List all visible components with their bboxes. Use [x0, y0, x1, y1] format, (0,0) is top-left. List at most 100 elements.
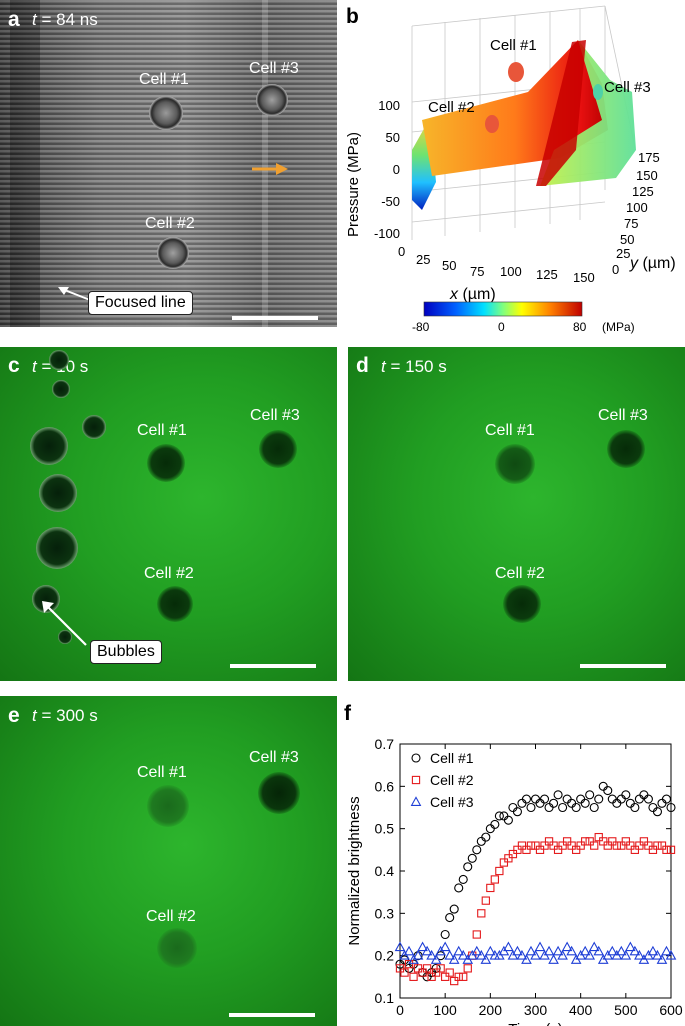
colorbar [423, 301, 583, 317]
panel-c-cell3-label: Cell #3 [250, 407, 300, 424]
panel-d-fluorescence: d t = 150 s Cell #1 Cell #3 Cell #2 [348, 347, 685, 681]
series-3-point [512, 945, 523, 956]
panel-a-time: t = 84 ns [32, 10, 98, 29]
panel-f-label: f [344, 702, 352, 725]
series-3-point [561, 941, 573, 952]
x-axis-label: x (µm) [449, 286, 496, 303]
x-tick: 150 [573, 270, 595, 285]
series-3-point [625, 941, 636, 952]
series-2-point [567, 841, 576, 850]
series-1-point [643, 794, 653, 804]
x-axis-label: Time (s) [508, 1021, 562, 1026]
panel-d-cell3 [607, 430, 645, 468]
series-3-point [421, 945, 433, 956]
panel-d-label: d [356, 354, 369, 377]
z-tick: 0 [393, 162, 400, 177]
series-2-point [535, 845, 545, 854]
panel-b-cell1-label: Cell #1 [490, 37, 537, 54]
series-1-point [409, 959, 419, 969]
z-tick: 50 [386, 130, 400, 145]
series-3-point [453, 945, 465, 956]
panel-e-cell1 [147, 785, 189, 827]
panel-f-chart: f 0 100 200 300 400 500 600 0.1 0.2 0.3 0.4 0.5 0.6 0… [340, 696, 685, 1026]
panel-a-micrograph: a t = 84 ns Cell #1 Cell #3 Cell #2 Focu… [0, 0, 337, 327]
series-3-point [656, 954, 668, 964]
series-1-point [494, 811, 504, 821]
x-tick-label: 200 [479, 1002, 503, 1018]
peak-cell3 [593, 84, 603, 100]
y-tick-label: 0.1 [375, 990, 395, 1006]
series-2-point [540, 841, 549, 850]
series-3-point [457, 949, 469, 960]
series-2-point [472, 930, 481, 939]
series-2-point [395, 964, 405, 973]
series-3-point [521, 954, 532, 964]
series-2-point [522, 845, 531, 854]
series-3-point [557, 949, 568, 960]
series-2-point [409, 972, 418, 981]
series-1-point [404, 963, 414, 973]
chart-axes: 0 100 200 300 400 500 600 0.1 0.2 0.3 0.4 0.5 0.6 0.7… [346, 736, 683, 1026]
series-2-point [635, 841, 644, 850]
series-2-point [427, 972, 436, 981]
x-tick-label: 500 [614, 1002, 638, 1018]
series-1-point [481, 832, 491, 842]
series-3-point [480, 954, 492, 964]
series-1-point [576, 794, 586, 804]
peak-cell1 [508, 62, 524, 82]
chart-legend: Cell #1 Cell #2 Cell #3 [410, 750, 474, 810]
panel-e-scale-bar [229, 1013, 315, 1017]
colorbar-unit: (MPa) [602, 320, 635, 334]
panel-a-cell1-label: Cell #1 [139, 71, 189, 88]
series-2-point [585, 837, 594, 846]
series-3-point [620, 949, 632, 960]
series-2-point [490, 875, 499, 884]
panel-c-cell3 [259, 430, 297, 468]
series-1-point [585, 790, 595, 800]
series-2-point [445, 968, 454, 977]
series-2-point [549, 841, 558, 850]
panel-e-cell2-label: Cell #2 [146, 908, 196, 925]
series-1-point [521, 794, 532, 804]
x-tick: 75 [470, 264, 484, 279]
series-3-point [634, 949, 645, 960]
panel-a-cell1 [149, 96, 183, 130]
panel-c-cell2 [157, 586, 193, 622]
series-1-point [580, 798, 590, 808]
panel-e-fluorescence: e t = 300 s Cell #1 Cell #3 Cell #2 [0, 696, 337, 1026]
y-tick: 150 [636, 168, 658, 183]
series-1-point [621, 790, 631, 800]
series-1-point [530, 794, 541, 804]
panel-c-cell2-label: Cell #2 [144, 565, 194, 582]
y-axis-label: y (µm) [629, 255, 676, 272]
series-2-point [621, 837, 630, 846]
series-3-point [430, 954, 442, 964]
series-2-point [508, 849, 518, 859]
panel-a-cell2 [157, 237, 189, 269]
panel-b-cell2-label: Cell #2 [428, 99, 475, 116]
panel-e-cell3 [258, 772, 300, 814]
z-tick: 100 [378, 98, 400, 113]
peak-cell2 [485, 115, 499, 133]
series-3-point [534, 941, 546, 952]
x-tick-label: 0 [396, 1002, 404, 1018]
panel-a-cell3 [256, 84, 288, 116]
series-1-point [634, 794, 644, 804]
x-tick: 0 [398, 244, 405, 259]
series-2-point [626, 841, 635, 850]
series-2-point [459, 972, 468, 981]
panel-a-scale-bar [232, 316, 318, 320]
legend-marker-3 [410, 796, 422, 806]
series-3-point [584, 949, 596, 960]
series-3-point [548, 954, 559, 964]
y-tick-label: 0.2 [375, 948, 395, 964]
series-3-point [444, 949, 456, 960]
series-3-point [412, 949, 424, 960]
y-tick-label: 0.6 [375, 778, 395, 794]
series-2-point [630, 845, 640, 854]
series-1-point [630, 802, 640, 813]
series-1-point [467, 853, 477, 863]
panel-c-cell1 [147, 444, 185, 482]
series-2-point [599, 837, 608, 846]
series-3-point [448, 954, 460, 964]
